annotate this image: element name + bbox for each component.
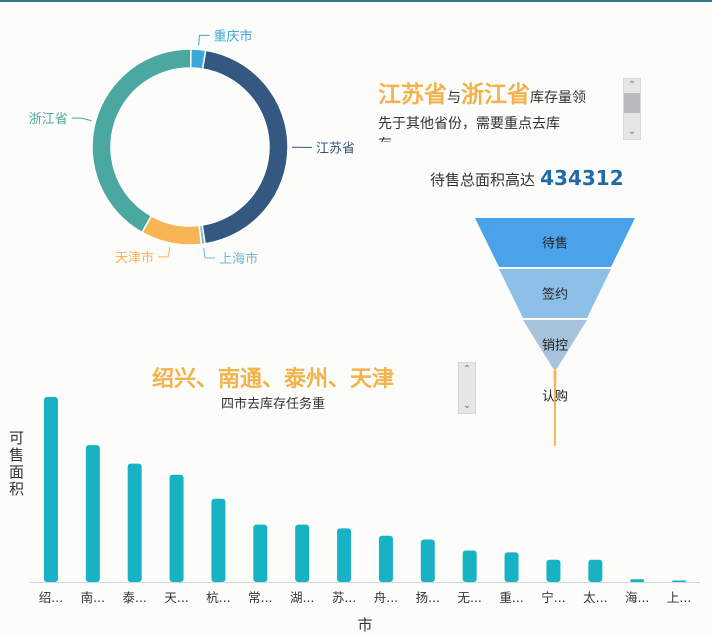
bar-chart: 绍... 南... 泰... 天... 杭... 常... 湖... 苏... 舟... 扬...… [30,397,700,605]
bar[interactable] [295,525,309,582]
bar-tick-label: 舟... [374,590,398,605]
bar-tick-label: 太... [583,590,607,605]
donut-slice[interactable] [202,50,288,244]
funnel-label: 签约 [542,287,568,303]
bar[interactable] [337,528,351,582]
bar-tick-label: 常... [248,590,272,605]
bar-tick-label: 扬... [416,590,440,605]
scroll-up-icon[interactable]: ⌃ [624,79,640,93]
funnel-label: 销控 [542,339,568,354]
funnel-label: 待售 [542,236,568,252]
bar[interactable] [463,551,477,582]
bar[interactable] [211,499,225,582]
bar[interactable] [421,539,435,582]
bar[interactable] [253,525,267,582]
bar-tick-label: 重... [499,590,523,605]
donut-slice[interactable] [191,49,206,69]
note-line-2: 先于其他省份，需要重点去库 [378,113,618,135]
city-note-scrollbar[interactable]: ⌃ ⌄ [458,362,476,414]
funnel-title-value: 434312 [540,166,624,190]
bar[interactable] [505,552,519,582]
scroll-down-icon[interactable]: ⌄ [459,399,475,413]
donut-label: 江苏省 [316,140,355,156]
bar[interactable] [86,445,100,582]
bar-x-axis-label: 市 [350,614,380,635]
bar-tick-label: 泰... [122,590,146,605]
note-rest: 库存量领 [530,90,586,106]
bar-y-axis-label: 可售面积 [9,430,25,498]
donut-slice[interactable] [142,216,201,245]
city-note: 绍兴、南通、泰州、天津 四市去库存任务重 [98,364,448,414]
note-line-3: 存 [378,135,618,142]
bar-tick-label: 绍... [39,590,63,605]
highlight-zhejiang: 浙江省 [461,82,530,108]
scroll-up-icon[interactable]: ⌃ [459,363,475,377]
bar-tick-label: 南... [81,590,105,605]
scroll-thumb[interactable] [624,93,640,113]
city-subline: 四市去库存任务重 [98,396,448,414]
bar-tick-label: 无... [457,590,481,605]
bar[interactable] [588,560,602,582]
donut-leader-line [204,248,215,258]
province-note-scrollbar[interactable]: ⌃ ⌄ [623,78,641,140]
bar-tick-label: 苏... [332,590,356,605]
donut-label: 天津市 [115,250,154,266]
city-headline: 绍兴、南通、泰州、天津 [98,364,448,396]
bar-tick-label: 杭... [206,590,230,605]
donut-slice[interactable] [92,49,191,232]
bar[interactable] [44,397,58,582]
bar[interactable] [672,581,686,583]
scroll-down-icon[interactable]: ⌄ [624,125,640,139]
bar-tick-label: 湖... [290,590,314,605]
note-connector: 与 [447,90,461,106]
bar[interactable] [546,560,560,582]
bar[interactable] [379,536,393,582]
funnel-label: 认购 [542,389,568,405]
donut-label: 上海市 [219,251,258,267]
funnel-title-prefix: 待售总面积高达 [430,171,535,189]
bar[interactable] [128,464,142,582]
bar-tick-label: 宁... [541,590,565,605]
donut-leader-line [158,247,170,257]
province-note: 江苏省与浙江省库存量领 先于其他省份，需要重点去库 存 [378,80,618,142]
bar-tick-label: 上... [667,590,691,605]
bar-tick-label: 天... [164,590,188,605]
donut-label: 浙江省 [29,112,68,127]
donut-leader-line [199,35,210,45]
bar[interactable] [630,579,644,582]
highlight-jiangsu: 江苏省 [378,82,447,108]
donut-leader-line [72,118,92,121]
bar-tick-label: 海... [625,590,649,605]
donut-label: 重庆市 [213,28,252,44]
bar[interactable] [170,475,184,582]
funnel-title: 待售总面积高达 434312 [430,166,670,190]
